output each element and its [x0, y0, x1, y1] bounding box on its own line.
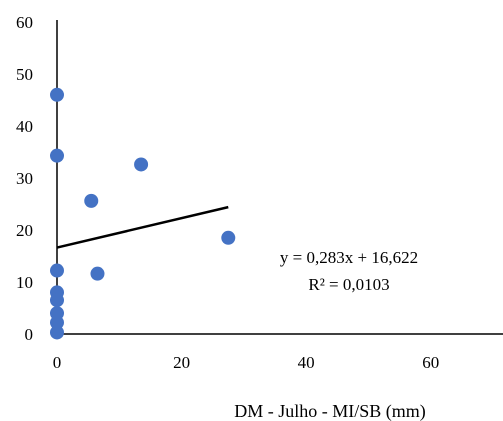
data-points	[50, 87, 236, 340]
trendline-equation: y = 0,283x + 16,622	[280, 248, 418, 267]
trendline-r-squared: R² = 0,0103	[308, 275, 389, 294]
data-point	[50, 87, 64, 102]
data-point	[90, 266, 105, 281]
y-tick-label: 0	[25, 325, 34, 344]
data-point	[50, 315, 64, 330]
y-tick-label: 40	[16, 117, 33, 136]
x-axis-title: DM - Julho - MI/SB (mm)	[234, 401, 426, 421]
y-tick-label: 10	[16, 273, 33, 292]
x-tick-labels: 0 20 40 60	[53, 353, 439, 372]
data-point	[50, 263, 64, 278]
data-point	[50, 148, 64, 163]
data-point	[134, 157, 149, 172]
y-tick-label: 30	[16, 169, 33, 188]
y-tick-label: 60	[16, 13, 33, 32]
y-tick-labels: 0 10 20 30 40 50 60	[16, 13, 33, 344]
x-tick-label: 40	[298, 353, 315, 372]
y-tick-label: 20	[16, 221, 33, 240]
x-tick-label: 0	[53, 353, 62, 372]
x-tick-label: 60	[422, 353, 439, 372]
trendline	[56, 205, 229, 249]
data-point	[50, 325, 64, 340]
data-point	[221, 230, 236, 245]
x-tick-label: 20	[173, 353, 190, 372]
y-tick-label: 50	[16, 65, 33, 84]
data-point	[84, 193, 99, 208]
data-point	[50, 293, 64, 308]
